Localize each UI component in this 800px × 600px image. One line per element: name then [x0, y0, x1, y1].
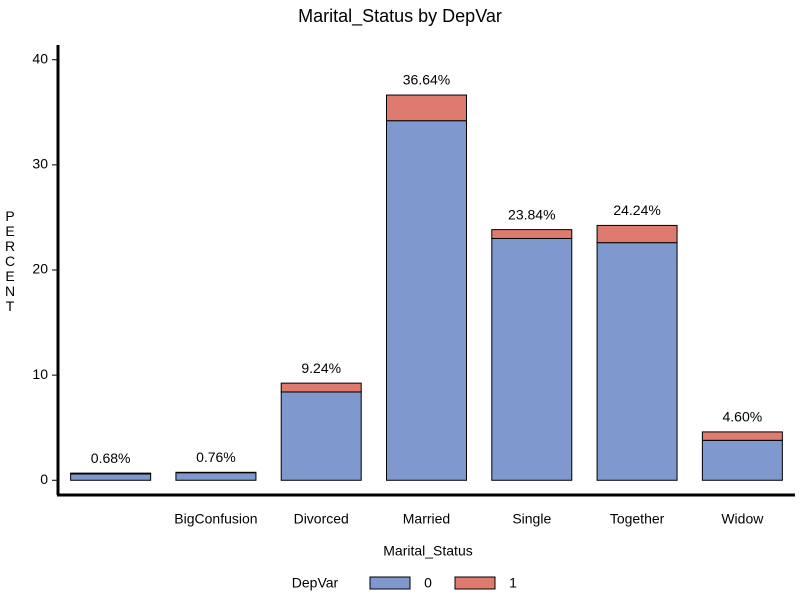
- y-tick-label: 10: [32, 366, 48, 382]
- bar-segment: [386, 120, 467, 481]
- chart-title: Marital_Status by DepVar: [298, 6, 502, 27]
- bar-segment: [70, 472, 152, 475]
- bar-segment: [491, 229, 573, 239]
- x-tick-label: Together: [610, 511, 665, 527]
- legend-label: 0: [424, 575, 432, 591]
- legend-label: 1: [509, 575, 517, 591]
- bar-segment: [596, 224, 678, 244]
- bar-segment: [386, 94, 467, 122]
- bar-segment: [280, 391, 362, 481]
- bar-segment: [596, 242, 678, 481]
- total-label: 24.24%: [613, 202, 660, 218]
- total-label: 23.84%: [508, 206, 555, 222]
- bar-segment: [175, 472, 257, 481]
- x-axis-label: Marital_Status: [383, 543, 472, 559]
- x-tick-label: Widow: [721, 511, 764, 527]
- legend-swatch: [454, 576, 496, 590]
- x-tick-label: Married: [403, 511, 450, 527]
- legend-title: DepVar: [292, 575, 339, 591]
- bar-segment: [280, 382, 362, 393]
- y-tick-label: 20: [32, 261, 48, 277]
- total-label: 36.64%: [403, 72, 450, 88]
- x-tick-label: BigConfusion: [174, 511, 257, 527]
- total-label: 0.76%: [196, 449, 236, 465]
- total-label: 0.68%: [91, 450, 131, 466]
- legend-swatch: [369, 576, 411, 590]
- bar-segment: [701, 439, 783, 481]
- y-tick-label: 40: [32, 50, 48, 66]
- y-tick-label: 0: [40, 471, 48, 487]
- y-tick-label: 30: [32, 156, 48, 172]
- total-label: 9.24%: [301, 360, 341, 376]
- x-tick-label: Divorced: [294, 511, 349, 527]
- bar-segment: [70, 473, 152, 481]
- bar-segment: [491, 237, 573, 481]
- bar-segment: [701, 431, 783, 441]
- x-tick-label: Single: [512, 511, 551, 527]
- total-label: 4.60%: [723, 409, 763, 425]
